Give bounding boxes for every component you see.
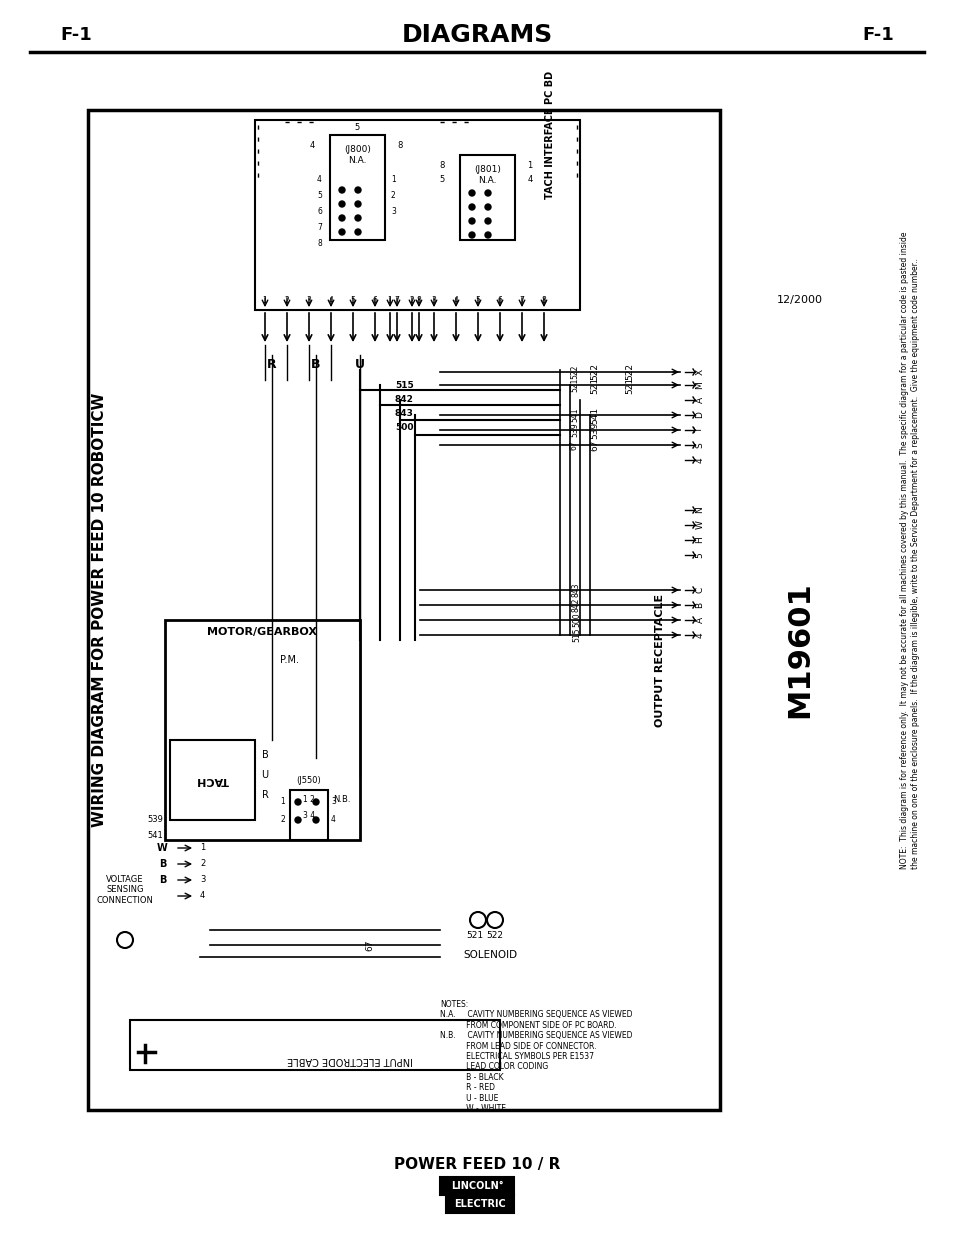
Text: 522: 522: [589, 363, 598, 380]
Circle shape: [355, 186, 360, 193]
Text: U: U: [355, 358, 365, 372]
Circle shape: [338, 201, 345, 207]
Text: 12/2000: 12/2000: [776, 295, 822, 305]
Text: 4: 4: [527, 175, 532, 184]
Text: 8: 8: [438, 161, 444, 169]
Text: 522: 522: [486, 930, 503, 940]
Circle shape: [338, 215, 345, 221]
Circle shape: [355, 228, 360, 235]
Bar: [88, 110, 720, 1110]
Text: 3 4: 3 4: [303, 810, 314, 820]
Text: 4: 4: [695, 457, 703, 463]
Bar: [330, 135, 385, 240]
Text: M: M: [695, 382, 703, 389]
Text: 4: 4: [453, 296, 458, 305]
Text: 541: 541: [569, 408, 578, 422]
Text: 500: 500: [572, 613, 580, 627]
Text: M19601: M19601: [784, 582, 814, 719]
Text: N: N: [695, 506, 703, 514]
Text: 541: 541: [147, 830, 163, 840]
Text: 500: 500: [395, 422, 413, 431]
Text: 2: 2: [409, 296, 414, 305]
Text: P.M.: P.M.: [280, 655, 299, 664]
Circle shape: [484, 232, 491, 238]
Text: 5: 5: [316, 191, 322, 200]
Text: NOTE:  This diagram is for reference only.  It may not be accurate for all machi: NOTE: This diagram is for reference only…: [900, 231, 919, 868]
Text: 5: 5: [695, 552, 703, 558]
Text: H: H: [695, 537, 703, 543]
Text: 539: 539: [589, 421, 598, 438]
Text: W: W: [156, 844, 167, 853]
Bar: [290, 790, 328, 840]
Text: LINCOLN°: LINCOLN°: [450, 1181, 503, 1191]
Text: T: T: [695, 427, 703, 432]
Text: 5: 5: [350, 296, 355, 305]
Text: POWER FEED 10 / R: POWER FEED 10 / R: [394, 1157, 559, 1172]
Bar: [254, 120, 579, 310]
Circle shape: [294, 799, 301, 805]
Circle shape: [484, 204, 491, 210]
Text: 521: 521: [569, 378, 578, 393]
Text: 521: 521: [624, 377, 634, 394]
Text: X: X: [695, 369, 703, 375]
Text: 1: 1: [280, 798, 285, 806]
Text: 5: 5: [439, 175, 444, 184]
Text: 521: 521: [466, 930, 483, 940]
Text: 6: 6: [316, 207, 322, 216]
Text: 5: 5: [475, 296, 480, 305]
Text: 4: 4: [328, 296, 334, 305]
Text: F-1: F-1: [60, 26, 91, 44]
Text: 8: 8: [396, 141, 402, 149]
Text: OUTPUT RECEPTACLE: OUTPUT RECEPTACLE: [655, 594, 664, 726]
Text: DIAGRAMS: DIAGRAMS: [401, 23, 552, 47]
Text: 1: 1: [262, 296, 267, 305]
Text: 2: 2: [280, 815, 285, 825]
Text: 8: 8: [416, 296, 421, 305]
Text: R: R: [261, 790, 268, 800]
Text: 515: 515: [572, 627, 580, 642]
Text: 6: 6: [373, 296, 377, 305]
Text: F-1: F-1: [862, 26, 893, 44]
Text: 539: 539: [147, 815, 163, 825]
Text: (J800)
N.A.: (J800) N.A.: [344, 146, 371, 164]
Text: WIRING DIAGRAM FOR POWER FEED 10 ROBOTICW: WIRING DIAGRAM FOR POWER FEED 10 ROBOTIC…: [92, 393, 108, 827]
Text: S: S: [695, 442, 703, 448]
Text: 67: 67: [365, 940, 375, 951]
Text: NOTES:
N.A.     CAVITY NUMBERING SEQUENCE AS VIEWED
           FROM COMPONENT SI: NOTES: N.A. CAVITY NUMBERING SEQUENCE AS…: [439, 1000, 632, 1113]
Text: 7: 7: [519, 296, 524, 305]
Text: 843: 843: [572, 583, 580, 598]
Text: 4: 4: [316, 175, 322, 184]
Circle shape: [469, 219, 475, 224]
Text: 541: 541: [589, 406, 598, 424]
Text: R: R: [267, 358, 276, 372]
Text: 3: 3: [306, 296, 311, 305]
Circle shape: [484, 190, 491, 196]
Text: 3: 3: [200, 876, 205, 884]
Text: 2: 2: [391, 191, 395, 200]
Text: 1: 1: [527, 161, 532, 169]
Circle shape: [469, 204, 475, 210]
Text: INPUT ELECTRODE CABLE: INPUT ELECTRODE CABLE: [287, 1055, 413, 1065]
Text: MOTOR/GEARBOX: MOTOR/GEARBOX: [208, 627, 317, 637]
Bar: [459, 156, 515, 240]
Text: 522: 522: [624, 363, 634, 380]
Text: 842: 842: [395, 394, 414, 404]
Text: 1: 1: [387, 296, 392, 305]
Text: B: B: [159, 860, 167, 869]
Text: 7: 7: [395, 296, 399, 305]
Circle shape: [484, 219, 491, 224]
Text: 1: 1: [391, 175, 395, 184]
Circle shape: [469, 190, 475, 196]
Text: U: U: [261, 769, 269, 781]
Text: 4: 4: [331, 815, 335, 825]
Bar: [165, 620, 359, 840]
Circle shape: [469, 232, 475, 238]
Circle shape: [313, 799, 318, 805]
Text: B: B: [159, 876, 167, 885]
Text: 842: 842: [572, 598, 580, 613]
Text: 7: 7: [316, 224, 322, 232]
Text: B: B: [261, 750, 268, 760]
Circle shape: [338, 228, 345, 235]
Text: 3: 3: [391, 207, 395, 216]
Text: 515: 515: [395, 380, 414, 389]
